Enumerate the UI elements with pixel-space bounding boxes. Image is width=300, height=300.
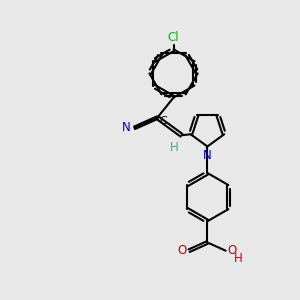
Text: Cl: Cl — [168, 31, 179, 44]
Text: N: N — [122, 122, 131, 134]
Text: C: C — [160, 116, 167, 126]
Text: O: O — [178, 244, 187, 257]
Text: O: O — [227, 244, 237, 257]
Text: H: H — [234, 252, 242, 265]
Text: H: H — [170, 141, 178, 154]
Text: N: N — [203, 149, 212, 162]
